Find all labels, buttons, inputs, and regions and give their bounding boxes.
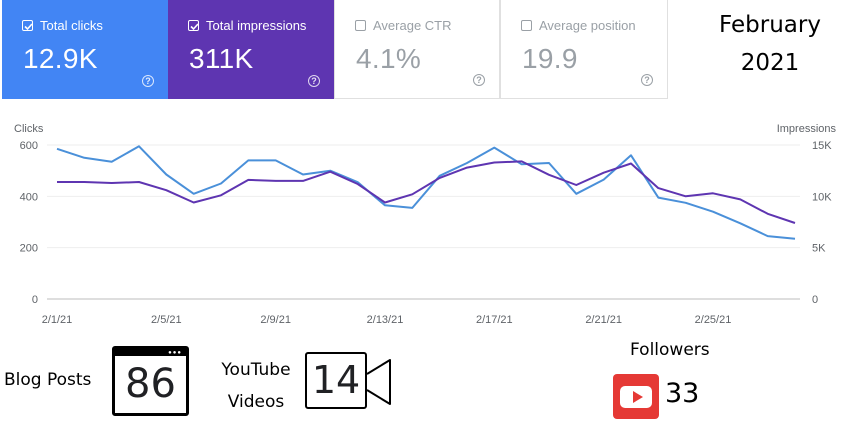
youtube-videos-label: YouTube Videos <box>214 354 298 418</box>
x-tick-label: 2/13/21 <box>367 314 404 326</box>
blog-posts-label: Blog Posts <box>4 370 92 390</box>
total-impressions-value: 311K <box>189 43 254 74</box>
metric-cards: Total clicks 12.9K ? Total impressions 3… <box>2 0 668 99</box>
total-clicks-card[interactable]: Total clicks 12.9K ? <box>2 0 168 99</box>
youtube-label-line1: YouTube <box>221 360 291 380</box>
window-dots-icon: ●●● <box>168 350 182 356</box>
camera-lens-icon <box>366 359 391 405</box>
total-impressions-card[interactable]: Total impressions 311K ? <box>168 0 334 99</box>
performance-line-chart: 0 0 200 5K 400 10K 600 15K Clicks Impressions 2/1/… <box>14 123 837 326</box>
y-axis-label-right: Impressions <box>777 123 837 135</box>
x-tick-label: 2/25/21 <box>695 314 732 326</box>
video-camera-icon: 14 <box>305 352 367 409</box>
help-icon[interactable]: ? <box>473 74 485 86</box>
impressions-series-line <box>57 160 796 224</box>
y-tick-left: 600 <box>20 140 38 152</box>
help-icon[interactable]: ? <box>641 74 653 86</box>
checkbox-unchecked-icon[interactable] <box>521 20 532 31</box>
total-impressions-label: Total impressions <box>206 18 307 33</box>
y-tick-right: 10K <box>812 191 832 203</box>
youtube-videos-count: 14 <box>311 358 361 402</box>
y-tick-left: 200 <box>20 243 38 255</box>
checkbox-unchecked-icon[interactable] <box>355 20 366 31</box>
clicks-series-line <box>56 145 796 240</box>
blog-posts-count: 86 <box>125 361 176 407</box>
period-month: February <box>719 12 821 38</box>
period-label: February 2021 <box>700 6 840 82</box>
average-position-card[interactable]: Average position 19.9 ? <box>500 0 668 99</box>
followers-label: Followers <box>630 340 710 360</box>
average-ctr-value: 4.1% <box>356 43 422 74</box>
total-clicks-value: 12.9K <box>23 43 98 74</box>
y-tick-left: 0 <box>32 294 38 306</box>
period-year: 2021 <box>740 50 800 76</box>
x-tick-label: 2/21/21 <box>585 314 622 326</box>
browser-window-bar <box>115 349 186 356</box>
blog-posts-counter: ●●● 86 <box>112 346 189 416</box>
x-tick-label: 2/17/21 <box>476 314 513 326</box>
help-icon[interactable]: ? <box>308 75 320 87</box>
average-position-label: Average position <box>539 18 636 33</box>
y-tick-left: 400 <box>20 191 38 203</box>
average-ctr-label: Average CTR <box>373 18 452 33</box>
checkbox-checked-icon[interactable] <box>188 20 199 31</box>
total-clicks-label: Total clicks <box>40 18 103 33</box>
y-tick-right: 15K <box>812 140 832 152</box>
x-tick-label: 2/9/21 <box>260 314 291 326</box>
y-axis-label-left: Clicks <box>14 123 44 135</box>
youtube-play-icon <box>613 374 659 419</box>
x-tick-label: 2/5/21 <box>151 314 182 326</box>
y-tick-right: 5K <box>812 243 826 255</box>
help-icon[interactable]: ? <box>142 75 154 87</box>
x-tick-label: 2/1/21 <box>42 314 73 326</box>
followers-count: 33 <box>665 378 700 409</box>
checkbox-checked-icon[interactable] <box>22 20 33 31</box>
average-ctr-card[interactable]: Average CTR 4.1% ? <box>334 0 500 99</box>
average-position-value: 19.9 <box>522 43 578 74</box>
y-tick-right: 0 <box>812 294 818 306</box>
youtube-label-line2: Videos <box>227 392 285 412</box>
